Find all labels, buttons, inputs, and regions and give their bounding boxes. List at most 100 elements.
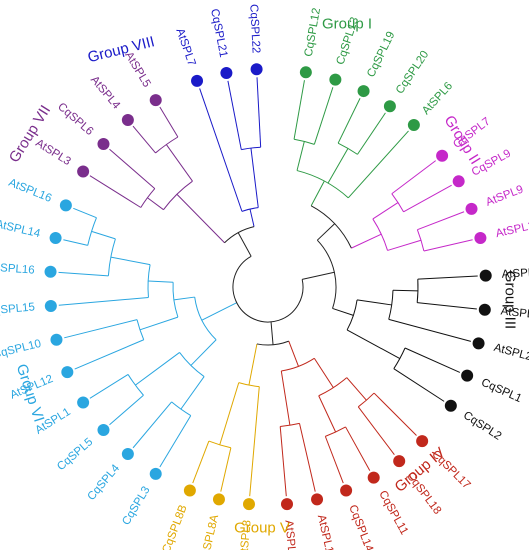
- leaf-label: CqSPL11: [376, 489, 410, 537]
- branch-leaf: [417, 211, 465, 231]
- leaf-label: CqSPL20: [394, 49, 431, 97]
- branch-internal: [249, 208, 255, 227]
- leaf-dot: [452, 175, 465, 188]
- leaf-label: CqSPL15: [0, 301, 35, 317]
- branch-leaf: [227, 80, 242, 150]
- leaf-dot: [340, 484, 353, 497]
- leaf-label: CqSPL5: [55, 436, 95, 473]
- branch-internal: [135, 352, 180, 386]
- branch-internal: [180, 376, 205, 410]
- leaf-dot: [436, 149, 449, 162]
- leaf-dot: [149, 467, 162, 480]
- branch-leaf: [357, 112, 386, 155]
- leaf-markers: [44, 63, 492, 511]
- leaf-dot: [383, 100, 396, 113]
- branch-leaf: [132, 125, 156, 154]
- leaf-label: AtSPL11: [501, 266, 529, 280]
- branch-internal: [248, 343, 258, 386]
- leaf-dot: [59, 199, 72, 212]
- leaf-label: CqSPL6: [55, 101, 95, 138]
- leaf-dot: [465, 202, 478, 215]
- branch-leaf: [63, 239, 88, 246]
- branch-arc: [232, 255, 304, 323]
- leaf-label: AtSPL13A: [315, 514, 339, 550]
- branch-leaf: [279, 426, 287, 497]
- branch-leaf: [249, 386, 260, 497]
- group-label: Group I: [322, 16, 372, 33]
- branch-internal: [356, 299, 392, 306]
- branch-leaf: [403, 184, 452, 213]
- branch-internal: [237, 232, 252, 257]
- branch-leaf: [373, 392, 417, 436]
- leaf-labels: CqSPL12 CqSPL13 CqSPL19CqSPL20AtSPL6CqSPL7…: [0, 4, 529, 550]
- branch-internal: [387, 239, 422, 251]
- branch-leaf: [391, 160, 437, 195]
- branch-leaf: [192, 440, 210, 484]
- branch-leaf: [417, 302, 477, 310]
- leaf-label: CqSPL19: [365, 30, 397, 80]
- leaf-dot: [149, 94, 162, 107]
- leaf-dot: [393, 455, 406, 468]
- branch-leaf: [393, 368, 445, 402]
- branch-internal: [313, 358, 334, 388]
- leaf-dot: [121, 114, 134, 127]
- branch-internal: [346, 329, 401, 360]
- branch-leaf: [58, 271, 109, 277]
- branch-internal: [280, 370, 291, 426]
- leaf-label: AtSPL9: [484, 184, 525, 209]
- group-label: Group III: [502, 271, 519, 329]
- leaf-dot: [44, 265, 57, 278]
- leaf-dot: [97, 424, 110, 437]
- branch-leaf: [74, 339, 144, 370]
- leaf-label: CqSPL16: [0, 261, 35, 276]
- leaf-label: AtSPL10: [500, 305, 529, 322]
- leaf-dot: [220, 67, 233, 80]
- branch-leaf: [89, 374, 129, 399]
- branch-leaf: [220, 447, 232, 492]
- branch-leaf: [324, 436, 344, 484]
- branch-internal: [392, 289, 418, 292]
- leaf-label: CqSPL2: [461, 409, 503, 442]
- tree-branches: [58, 77, 478, 497]
- leaf-label: CqSPL14: [346, 503, 375, 550]
- branch-leaf: [293, 80, 305, 140]
- branch-internal: [147, 197, 164, 211]
- leaf-dot: [77, 165, 90, 178]
- branch-leaf: [132, 401, 172, 449]
- branch-leaf: [89, 175, 142, 208]
- leaf-dot: [61, 366, 74, 379]
- branch-arc: [171, 401, 192, 417]
- branch-internal: [332, 307, 354, 316]
- group-label: Group V: [234, 520, 290, 537]
- branch-internal: [288, 340, 299, 367]
- leaf-dot: [407, 118, 420, 131]
- group-label: Group VII: [6, 102, 54, 165]
- leaf-label: CqSPL22: [247, 4, 262, 54]
- branch-leaf: [109, 394, 144, 426]
- branch-arc: [224, 226, 255, 244]
- branch-internal: [302, 271, 335, 280]
- branch-leaf: [73, 207, 97, 219]
- branch-leaf: [313, 87, 334, 145]
- leaf-label: CqSPL1: [479, 377, 523, 405]
- branch-internal: [327, 148, 349, 184]
- branch-leaf: [299, 423, 316, 492]
- branch-internal: [250, 147, 259, 208]
- leaf-dot: [299, 66, 312, 79]
- leaf-dot: [311, 493, 324, 506]
- branch-internal: [190, 339, 217, 366]
- leaf-label: CqSPL10: [0, 338, 42, 362]
- leaf-dot: [44, 299, 57, 312]
- branch-leaf: [347, 130, 409, 199]
- branch-leaf: [109, 148, 156, 189]
- leaf-label: AtSPL2: [492, 342, 529, 364]
- leaf-dot: [367, 471, 380, 484]
- leaf-label: AtSPL13B: [282, 520, 299, 550]
- branch-internal: [270, 321, 274, 345]
- branch-leaf: [388, 318, 471, 342]
- branch-internal: [316, 223, 336, 241]
- branch-leaf: [337, 98, 361, 144]
- leaf-label: AtSPL14: [0, 218, 42, 240]
- leaf-dot: [472, 337, 485, 350]
- leaf-label: AtSPL6: [420, 80, 455, 117]
